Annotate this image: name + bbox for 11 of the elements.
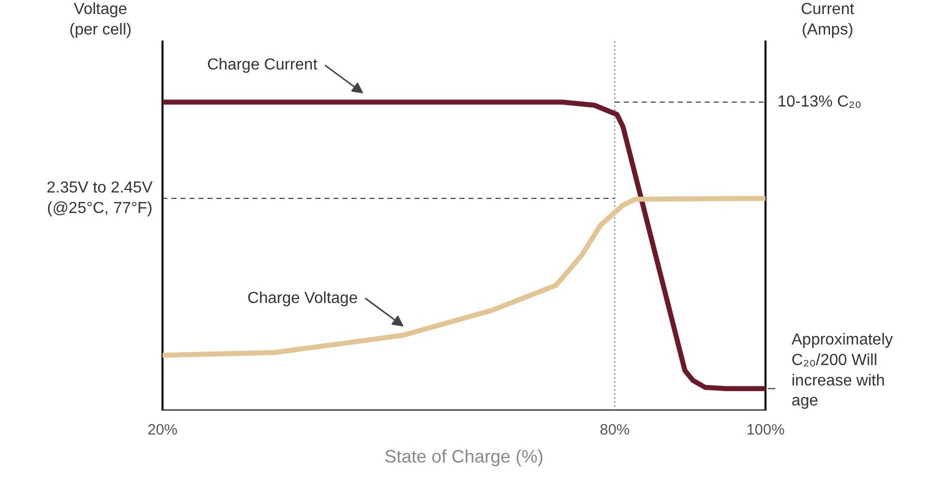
x-axis-title: State of Charge (%): [384, 446, 544, 466]
x-tick-label: 80%: [600, 422, 630, 438]
x-tick-label: 20%: [147, 422, 178, 438]
y2-axis-title: Current (Amps): [800, 1, 855, 38]
series-label: Charge Current: [207, 56, 318, 74]
text: Charge Voltage: [247, 290, 358, 307]
y-axis-title: Voltage (per cell): [69, 1, 132, 38]
ref-line-label: 10-13% C₂₀: [778, 94, 862, 111]
ref-line-label: 2.35V to 2.45V (@25°C, 77°F): [46, 180, 153, 218]
annotation: Approximately C₂₀/200 Will increase with age: [792, 332, 893, 410]
x-tick-label: 100%: [746, 422, 785, 438]
